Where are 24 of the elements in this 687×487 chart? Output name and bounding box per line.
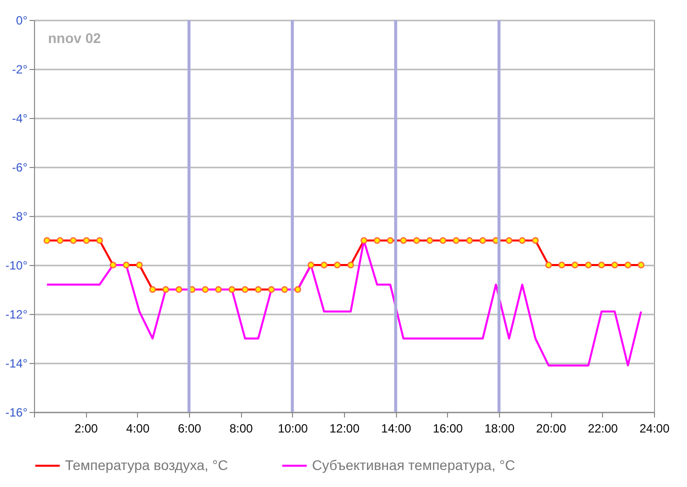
legend-label: Температура воздуха, °C [65, 456, 228, 473]
x-tick-label: 10:00 [278, 422, 308, 436]
y-tick-label: 0° [16, 14, 28, 28]
x-tick-label: 24:00 [639, 422, 670, 436]
x-tick-label: 14:00 [381, 422, 412, 436]
y-tick-label: -4° [12, 112, 28, 126]
y-tick-label: -6° [12, 160, 28, 174]
x-tick-label: 4:00 [126, 422, 150, 436]
x-tick-label: 16:00 [432, 422, 464, 436]
x-tick-label: 2:00 [74, 422, 98, 436]
x-tick-label: 20:00 [536, 422, 567, 436]
x-tick-label: 8:00 [229, 422, 254, 436]
y-tick-label: -10° [5, 258, 28, 272]
x-tick-label: 12:00 [329, 422, 360, 436]
y-tick-label: -14° [5, 356, 28, 370]
y-tick-label: -16° [5, 406, 28, 420]
legend-label: Субъективная температура, °C [312, 456, 516, 473]
y-tick-label: -2° [12, 62, 28, 76]
x-tick-label: 18:00 [484, 422, 515, 436]
y-tick-label: -12° [5, 308, 28, 322]
x-tick-label: 6:00 [178, 422, 202, 436]
annotation: nnov 02 [48, 30, 102, 46]
x-tick-label: 22:00 [588, 422, 618, 436]
y-tick-label: -8° [12, 210, 28, 224]
